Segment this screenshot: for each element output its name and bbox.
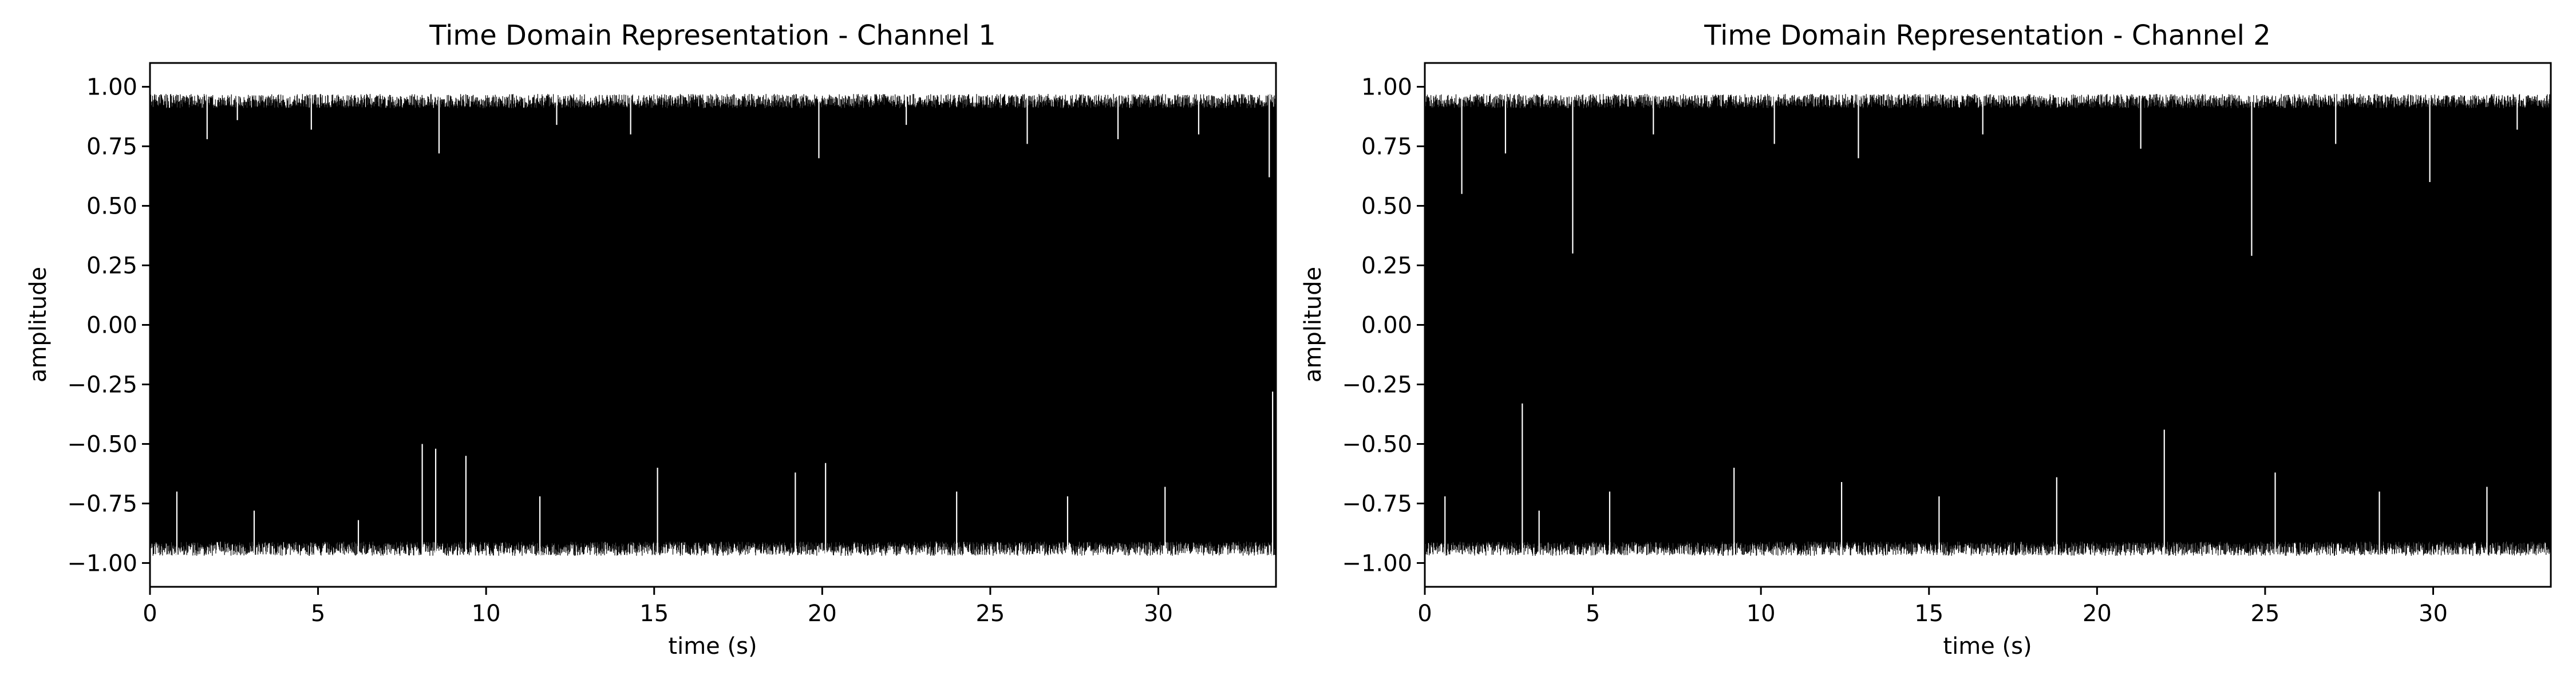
y-tick-label: −1.00 — [67, 550, 137, 577]
signal-line — [1424, 94, 2551, 556]
x-tick-label: 15 — [639, 601, 669, 627]
y-tick-label: −0.50 — [67, 431, 137, 457]
x-tick-label: 25 — [2250, 601, 2279, 627]
y-tick-label: 1.00 — [1361, 74, 1412, 101]
signal-line — [149, 94, 1277, 556]
chart-title: Time Domain Representation - Channel 1 — [429, 19, 995, 52]
signal-trace — [149, 89, 1277, 561]
y-axis-label: amplitude — [25, 267, 52, 382]
y-axis: 1.00 0.75 0.50 0.25 0.00 −0.25 −0.50 −0.75 −1.00 — [1342, 74, 1425, 577]
chart-channel-2: Time Domain Representation - Channel 2 1… — [1300, 19, 2552, 660]
y-tick-label: 0.00 — [1361, 313, 1412, 339]
y-tick-label: −0.75 — [1342, 491, 1412, 517]
x-axis: 0 5 10 15 20 25 30 — [143, 587, 1173, 627]
x-tick-label: 5 — [311, 601, 325, 627]
x-axis: 0 5 10 15 20 25 30 — [1417, 587, 2448, 627]
y-tick-label: 0.75 — [1361, 134, 1412, 160]
x-tick-label: 5 — [1586, 601, 1600, 627]
y-tick-label: −0.25 — [67, 372, 137, 398]
x-tick-label: 10 — [1747, 601, 1776, 627]
x-tick-label: 30 — [2419, 601, 2448, 627]
x-tick-label: 20 — [808, 601, 837, 627]
chart-channel-1: Time Domain Representation - Channel 1 1… — [25, 19, 1277, 660]
x-axis-label: time (s) — [668, 633, 757, 660]
x-tick-label: 30 — [1144, 601, 1173, 627]
x-tick-label: 20 — [2083, 601, 2112, 627]
x-tick-label: 0 — [143, 601, 157, 627]
y-tick-label: 0.25 — [86, 253, 137, 279]
y-axis: 1.00 0.75 0.50 0.25 0.00 −0.25 −0.50 −0.75 −1.00 — [67, 74, 150, 577]
y-tick-label: 1.00 — [86, 74, 137, 101]
y-tick-label: −0.75 — [67, 491, 137, 517]
x-tick-label: 10 — [472, 601, 501, 627]
y-tick-label: −0.50 — [1342, 431, 1412, 457]
y-tick-label: 0.00 — [86, 313, 137, 339]
x-tick-label: 25 — [975, 601, 1005, 627]
y-tick-label: 0.50 — [86, 194, 137, 220]
y-tick-label: −1.00 — [1342, 550, 1412, 577]
y-tick-label: 0.75 — [86, 134, 137, 160]
y-tick-label: 0.25 — [1361, 253, 1412, 279]
y-axis-label: amplitude — [1300, 267, 1326, 382]
y-tick-label: −0.25 — [1342, 372, 1412, 398]
x-axis-label: time (s) — [1943, 633, 2032, 660]
y-tick-label: 0.50 — [1361, 194, 1412, 220]
chart-title: Time Domain Representation - Channel 2 — [1704, 19, 2270, 52]
x-tick-label: 0 — [1417, 601, 1432, 627]
signal-trace — [1424, 89, 2551, 561]
x-tick-label: 15 — [1914, 601, 1943, 627]
